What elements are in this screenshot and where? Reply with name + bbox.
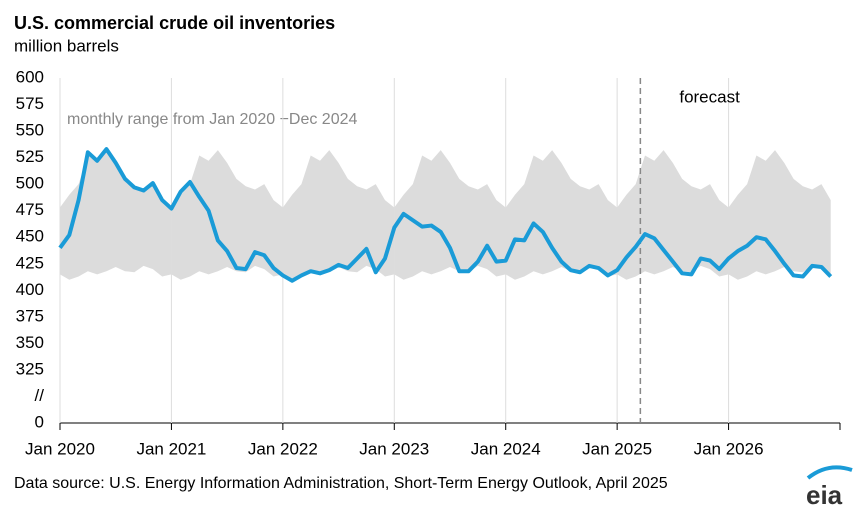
logo-swoosh — [806, 465, 853, 480]
y-tick-label: 475 — [16, 200, 44, 219]
y-tick-label: 325 — [16, 359, 44, 378]
logo-text: eia — [806, 480, 843, 510]
chart-title: U.S. commercial crude oil inventories — [14, 13, 335, 33]
x-tick-label: Jan 2024 — [471, 439, 541, 458]
y-tick-label: 350 — [16, 333, 44, 352]
y-tick-label: 550 — [16, 121, 44, 140]
x-tick-label: Jan 2025 — [582, 439, 652, 458]
y-tick-label: 375 — [16, 306, 44, 325]
y-tick-label: 425 — [16, 253, 44, 272]
y-tick-label: 600 — [16, 67, 44, 86]
y-tick-label: 450 — [16, 227, 44, 246]
y-tick-label: // — [35, 386, 45, 405]
y-tick-label: 525 — [16, 147, 44, 166]
x-tick-label: Jan 2026 — [694, 439, 764, 458]
y-tick-label: 575 — [16, 94, 44, 113]
x-tick-label: Jan 2021 — [136, 439, 206, 458]
chart-subtitle: million barrels — [14, 36, 119, 55]
range-band — [60, 150, 831, 280]
x-tick-label: Jan 2020 — [25, 439, 95, 458]
y-tick-label: 400 — [16, 280, 44, 299]
y-tick-label: 0 — [35, 412, 44, 431]
y-tick-label: 500 — [16, 174, 44, 193]
x-tick-label: Jan 2023 — [359, 439, 429, 458]
x-tick-label: Jan 2022 — [248, 439, 318, 458]
logo: eia — [806, 465, 853, 510]
source-note: Data source: U.S. Energy Information Adm… — [14, 475, 668, 492]
range-label: monthly range from Jan 2020 −Dec 2024 — [67, 111, 358, 128]
series-line — [58, 147, 833, 283]
forecast-label: forecast — [679, 87, 740, 106]
